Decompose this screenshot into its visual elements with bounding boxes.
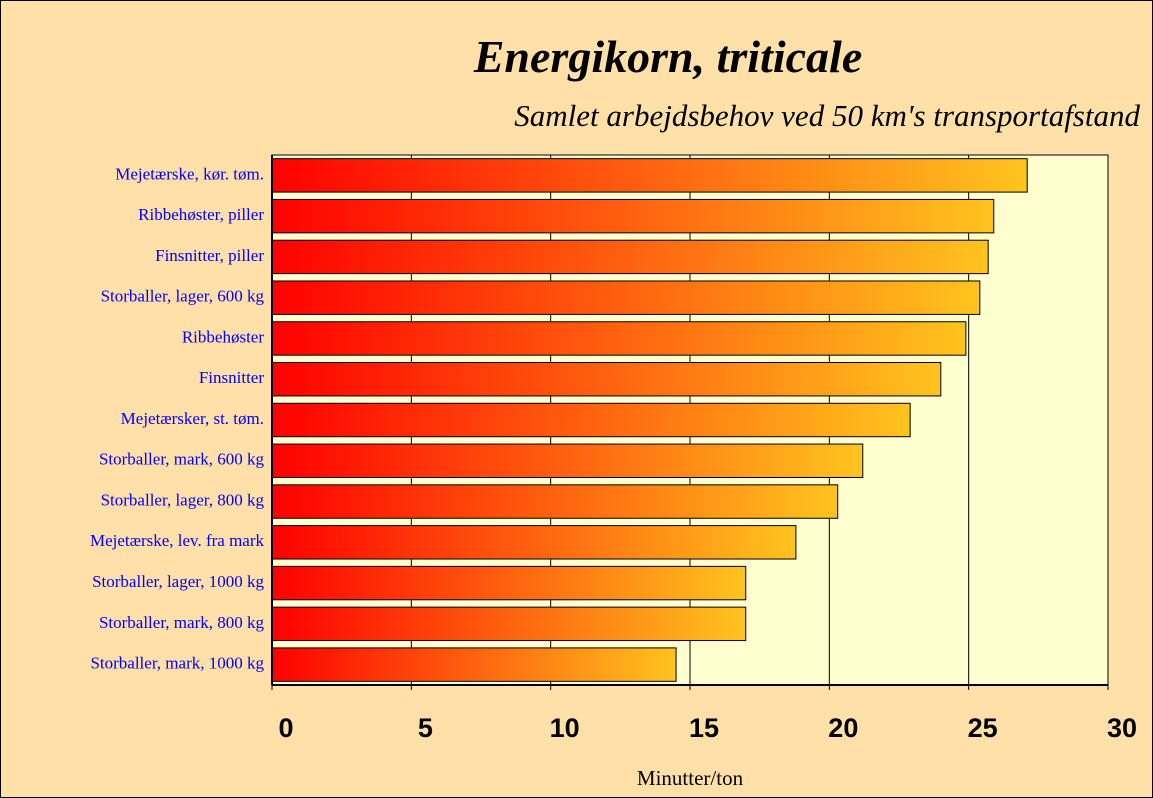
- y-tick-label: Storballer, lager, 600 kg: [101, 287, 265, 306]
- y-tick-label: Storballer, mark, 1000 kg: [90, 654, 264, 673]
- x-tick-label: 25: [968, 713, 998, 743]
- bar: [271, 198, 995, 234]
- bar: [271, 565, 747, 601]
- bar: [271, 321, 967, 356]
- bar: [271, 443, 864, 478]
- bar: [271, 484, 839, 519]
- bar: [271, 280, 981, 315]
- bar: [271, 239, 989, 275]
- y-tick-label: Storballer, mark, 800 kg: [99, 613, 265, 632]
- y-tick-label: Ribbehøster, piller: [138, 205, 264, 224]
- x-tick-label: 0: [278, 713, 293, 743]
- x-tick-label: 10: [550, 713, 580, 743]
- bar: [271, 158, 1028, 193]
- y-tick-label: Storballer, lager, 1000 kg: [92, 572, 264, 591]
- y-tick-label: Storballer, mark, 600 kg: [99, 450, 265, 469]
- x-tick-label: 15: [689, 713, 719, 743]
- x-tick-label: 20: [828, 713, 858, 743]
- y-tick-label: Mejetærske, lev. fra mark: [90, 531, 265, 550]
- y-tick-label: Finsnitter: [199, 368, 265, 387]
- bar: [271, 606, 747, 642]
- y-tick-label: Storballer, lager, 800 kg: [101, 490, 265, 509]
- y-tick-label: Mejetærsker, st. tøm.: [121, 409, 264, 428]
- bar: [271, 402, 911, 438]
- x-axis-label: Minutter/ton: [637, 766, 744, 790]
- y-tick-label: Mejetærske, kør. tøm.: [115, 164, 264, 183]
- bar: [271, 647, 677, 682]
- x-tick-label: 5: [418, 713, 433, 743]
- chart-subtitle: Samlet arbejdsbehov ved 50 km's transpor…: [514, 98, 1140, 133]
- y-tick-label: Finsnitter, piller: [155, 246, 264, 265]
- x-tick-label: 30: [1107, 713, 1137, 743]
- y-tick-label: Ribbehøster: [182, 327, 264, 346]
- chart-title: Energikorn, triticale: [473, 31, 862, 82]
- bar: [271, 362, 942, 397]
- bar: [271, 525, 797, 560]
